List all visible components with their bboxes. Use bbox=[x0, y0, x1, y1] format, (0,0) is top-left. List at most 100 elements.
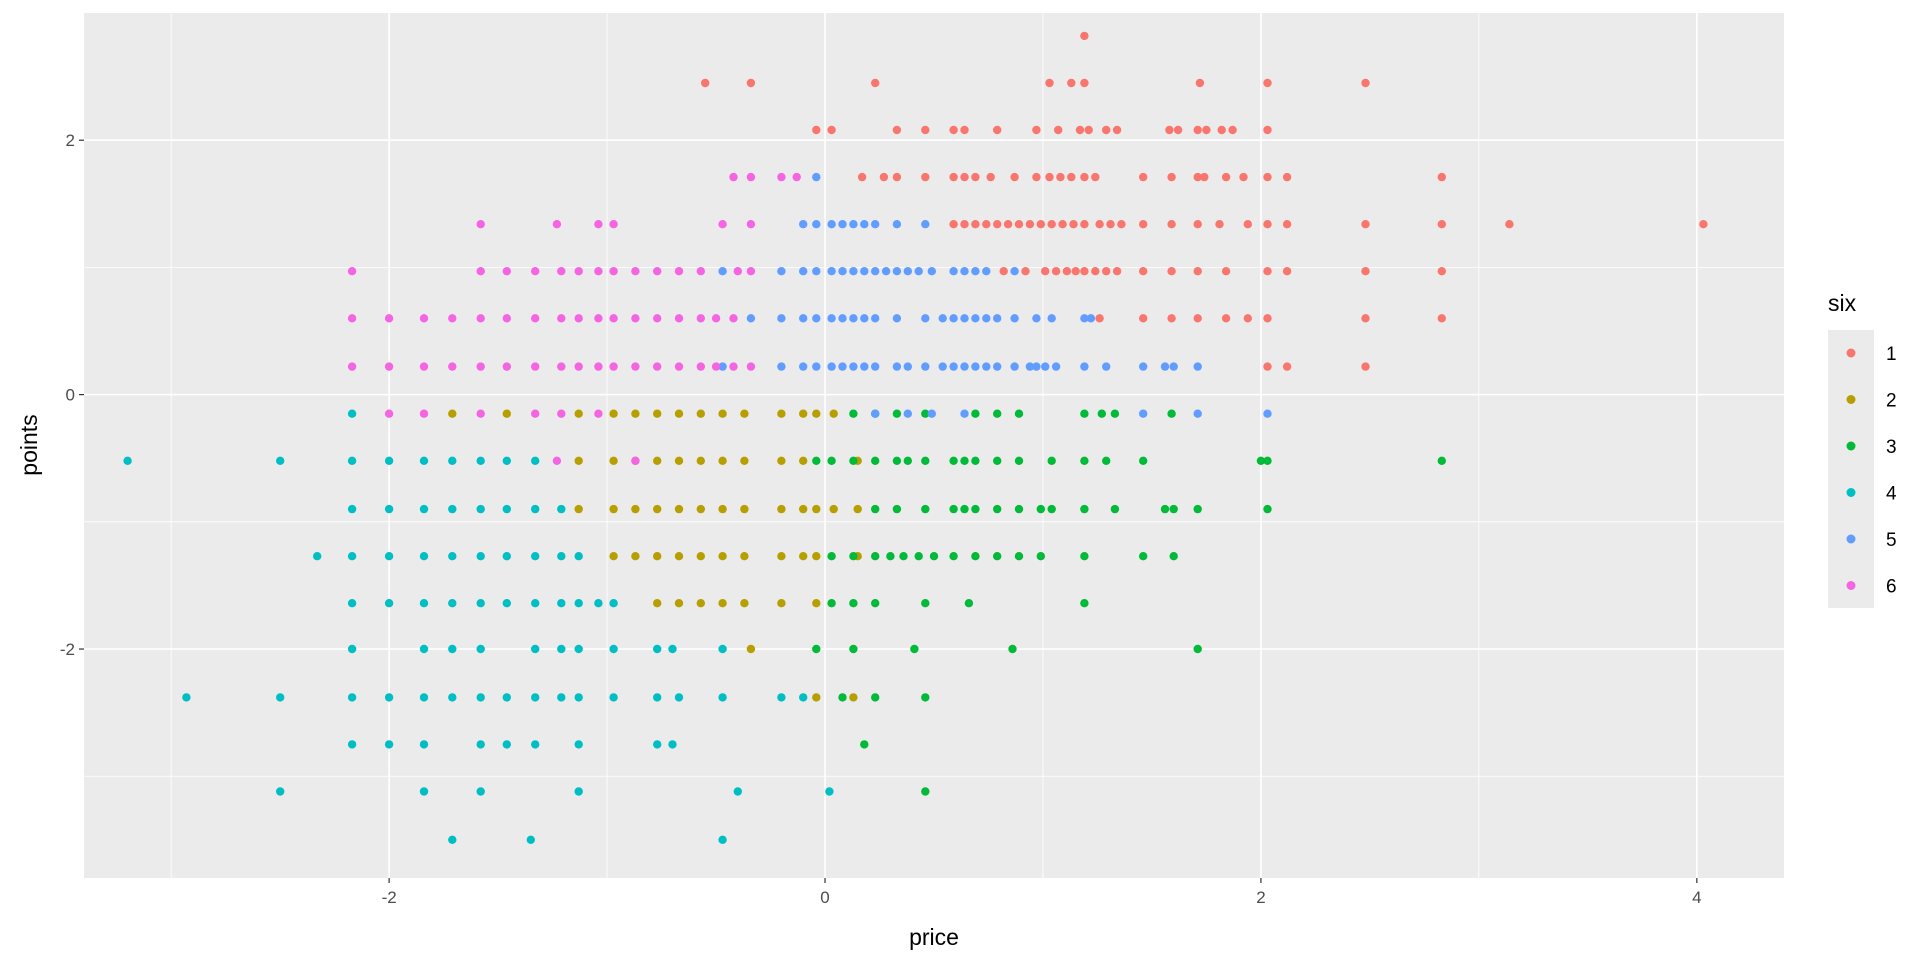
data-point bbox=[825, 787, 834, 796]
data-point bbox=[792, 172, 801, 182]
data-point bbox=[557, 409, 566, 418]
data-point bbox=[938, 314, 947, 323]
data-point bbox=[594, 267, 603, 276]
data-point bbox=[1361, 78, 1370, 88]
data-point bbox=[993, 125, 1002, 135]
data-point bbox=[993, 456, 1002, 465]
data-point bbox=[1032, 125, 1041, 135]
data-point bbox=[1263, 220, 1272, 229]
data-point bbox=[799, 362, 808, 371]
data-point bbox=[921, 456, 930, 465]
data-point bbox=[860, 740, 869, 749]
data-point bbox=[871, 362, 880, 371]
legend: six 1 2 3 4 5 6 bbox=[1828, 290, 1897, 608]
data-point bbox=[1169, 504, 1178, 514]
data-point bbox=[1080, 31, 1089, 41]
data-point bbox=[892, 409, 902, 418]
data-point bbox=[419, 693, 429, 702]
data-point bbox=[609, 456, 618, 465]
data-point bbox=[1014, 220, 1024, 229]
data-point bbox=[384, 599, 394, 608]
data-point bbox=[777, 362, 786, 371]
data-point bbox=[674, 504, 684, 514]
data-point bbox=[1193, 644, 1202, 654]
data-point bbox=[740, 552, 749, 561]
data-point bbox=[696, 552, 705, 561]
data-point bbox=[609, 314, 618, 323]
data-point bbox=[1228, 125, 1237, 135]
data-point bbox=[1010, 314, 1019, 323]
data-point bbox=[574, 693, 583, 702]
data-point bbox=[653, 362, 662, 371]
data-point bbox=[927, 267, 936, 276]
data-point bbox=[531, 504, 540, 514]
data-point bbox=[746, 314, 756, 323]
data-point bbox=[574, 504, 583, 514]
data-point bbox=[594, 599, 603, 608]
data-point bbox=[419, 456, 429, 465]
data-point bbox=[729, 314, 738, 323]
data-point bbox=[668, 740, 677, 749]
data-point bbox=[531, 599, 540, 608]
x-axis: -2 0 2 4 bbox=[382, 878, 1702, 907]
data-point bbox=[971, 267, 980, 276]
data-point bbox=[827, 362, 836, 371]
data-point bbox=[1195, 78, 1205, 88]
data-point bbox=[476, 220, 485, 229]
data-point bbox=[653, 267, 662, 276]
data-point bbox=[384, 693, 394, 702]
data-point bbox=[1067, 172, 1076, 182]
data-point bbox=[574, 787, 583, 796]
data-point bbox=[653, 314, 662, 323]
data-point bbox=[574, 740, 583, 749]
data-point bbox=[594, 220, 603, 229]
data-point bbox=[476, 787, 485, 796]
legend-label-2: 2 bbox=[1886, 391, 1897, 412]
data-point bbox=[777, 267, 786, 276]
data-point bbox=[921, 125, 930, 135]
data-point bbox=[871, 456, 880, 465]
data-point bbox=[827, 220, 836, 229]
data-point bbox=[812, 456, 821, 465]
data-point bbox=[960, 125, 969, 135]
data-point bbox=[1058, 220, 1067, 229]
data-point bbox=[903, 362, 912, 371]
data-point bbox=[838, 220, 847, 229]
data-point bbox=[502, 267, 511, 276]
x-tick-label: 2 bbox=[1256, 888, 1265, 907]
data-point bbox=[502, 552, 511, 561]
data-point bbox=[1014, 552, 1024, 561]
data-point bbox=[1080, 78, 1089, 88]
data-point bbox=[674, 599, 684, 608]
grid bbox=[84, 13, 1784, 878]
data-point bbox=[448, 456, 457, 465]
data-point bbox=[746, 78, 756, 88]
data-point bbox=[960, 456, 969, 465]
data-point bbox=[1173, 125, 1183, 135]
data-point bbox=[609, 362, 618, 371]
legend-label-6: 6 bbox=[1886, 577, 1897, 598]
data-point bbox=[799, 314, 808, 323]
data-point bbox=[384, 409, 394, 418]
data-point bbox=[718, 599, 727, 608]
data-point bbox=[1102, 267, 1111, 276]
data-point bbox=[574, 362, 583, 371]
data-point bbox=[971, 456, 980, 465]
data-point bbox=[1041, 267, 1050, 276]
data-point bbox=[849, 693, 858, 702]
legend-key-2 bbox=[1846, 395, 1856, 404]
data-point bbox=[777, 409, 786, 418]
data-point bbox=[696, 456, 705, 465]
data-point bbox=[674, 314, 684, 323]
data-point bbox=[921, 504, 930, 514]
data-point bbox=[871, 78, 880, 88]
data-points bbox=[123, 31, 1708, 844]
data-point bbox=[812, 220, 821, 229]
data-point bbox=[574, 599, 583, 608]
data-point bbox=[886, 552, 895, 561]
data-point bbox=[609, 409, 618, 418]
data-point bbox=[746, 362, 756, 371]
data-point bbox=[1071, 267, 1080, 276]
data-point bbox=[899, 552, 908, 561]
